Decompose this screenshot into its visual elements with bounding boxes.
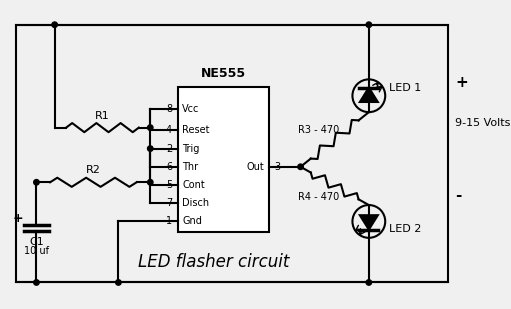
Text: 9-15 Volts: 9-15 Volts bbox=[455, 118, 510, 128]
Text: +: + bbox=[13, 212, 24, 225]
Text: Thr: Thr bbox=[182, 162, 198, 172]
Bar bbox=[178, 87, 269, 232]
Polygon shape bbox=[360, 215, 378, 230]
Circle shape bbox=[52, 22, 57, 28]
Circle shape bbox=[148, 146, 153, 151]
Text: 6: 6 bbox=[166, 162, 172, 172]
Text: 5: 5 bbox=[166, 180, 172, 190]
Text: Reset: Reset bbox=[182, 125, 210, 135]
Text: Gnd: Gnd bbox=[182, 216, 202, 226]
Circle shape bbox=[366, 280, 371, 285]
Text: R3 - 470: R3 - 470 bbox=[298, 125, 339, 135]
Text: Cont: Cont bbox=[182, 180, 205, 190]
Text: 7: 7 bbox=[166, 198, 172, 208]
Text: Vcc: Vcc bbox=[182, 104, 199, 114]
Text: R2: R2 bbox=[86, 165, 101, 176]
Circle shape bbox=[366, 22, 371, 28]
Text: 1: 1 bbox=[166, 216, 172, 226]
Text: -: - bbox=[455, 188, 462, 203]
Text: C1: C1 bbox=[29, 237, 44, 248]
Text: LED 2: LED 2 bbox=[389, 224, 421, 234]
Circle shape bbox=[148, 180, 153, 185]
Text: Trig: Trig bbox=[182, 144, 199, 154]
Circle shape bbox=[148, 125, 153, 130]
Text: 4: 4 bbox=[166, 125, 172, 135]
Text: 8: 8 bbox=[166, 104, 172, 114]
Text: +: + bbox=[455, 74, 468, 90]
Text: R4 - 470: R4 - 470 bbox=[298, 192, 339, 202]
Text: LED flasher circuit: LED flasher circuit bbox=[138, 252, 290, 270]
Text: 10 uf: 10 uf bbox=[24, 247, 49, 256]
Text: R1: R1 bbox=[95, 111, 110, 121]
Text: Out: Out bbox=[246, 162, 264, 172]
Text: NE555: NE555 bbox=[200, 67, 246, 80]
Text: 3: 3 bbox=[274, 162, 280, 172]
Text: Disch: Disch bbox=[182, 198, 210, 208]
Text: 2: 2 bbox=[166, 144, 172, 154]
Circle shape bbox=[34, 180, 39, 185]
Circle shape bbox=[115, 280, 121, 285]
Polygon shape bbox=[360, 87, 378, 102]
Circle shape bbox=[298, 164, 303, 170]
Circle shape bbox=[34, 280, 39, 285]
Text: LED 1: LED 1 bbox=[389, 83, 421, 94]
